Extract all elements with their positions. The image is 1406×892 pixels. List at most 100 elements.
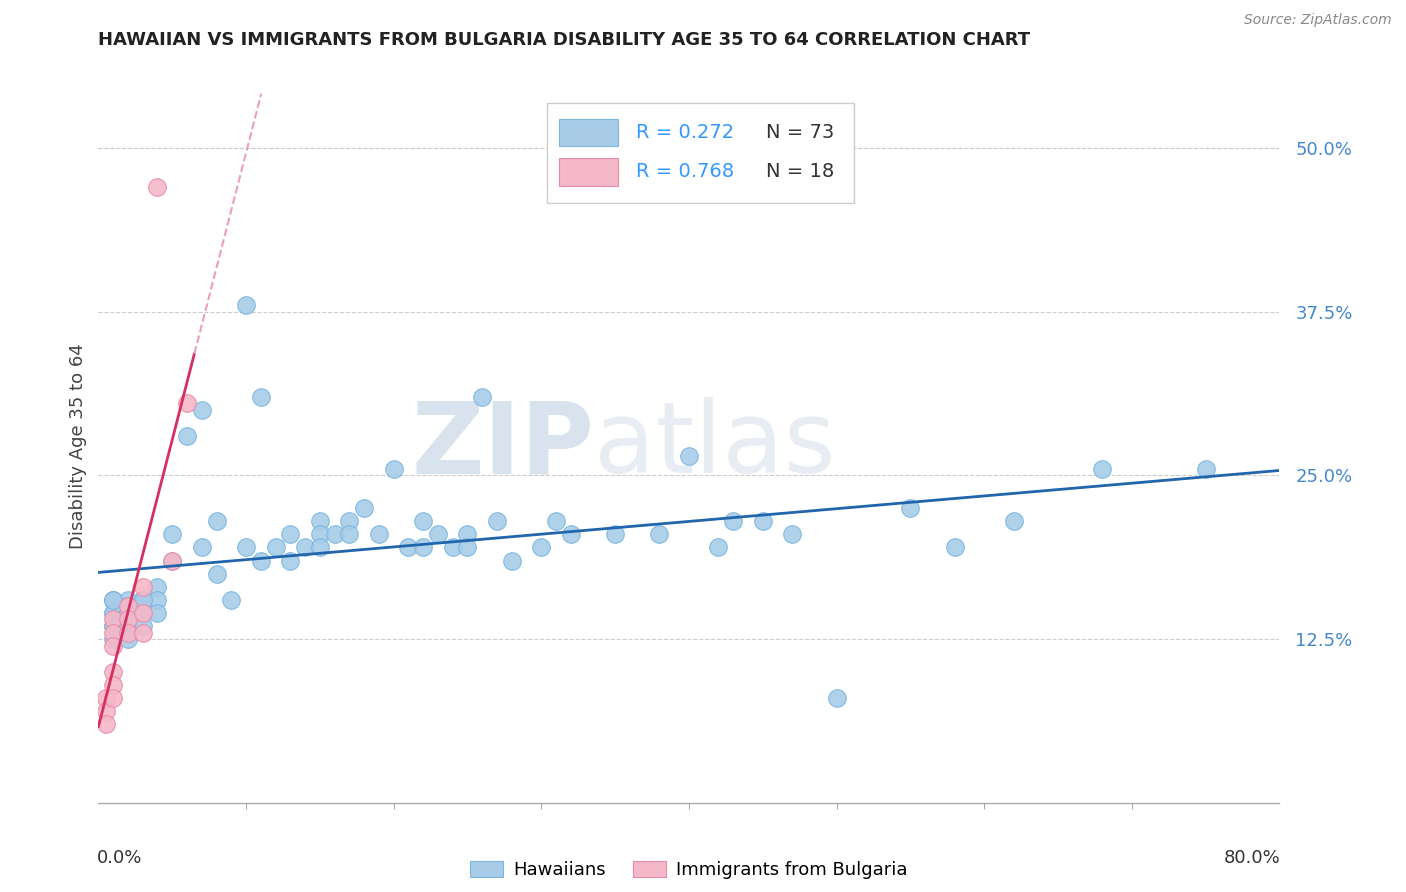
Point [103,612,125,626]
Point [250,553,273,567]
Point [294,541,316,555]
Point [146,580,169,594]
Point [205,566,228,581]
Text: 80.0%: 80.0% [1223,849,1281,867]
FancyBboxPatch shape [547,103,855,203]
Text: Source: ZipAtlas.com: Source: ZipAtlas.com [1244,13,1392,28]
Point [501,553,523,567]
Point [441,541,464,555]
Point [117,619,139,633]
Y-axis label: Disability Age 35 to 64: Disability Age 35 to 64 [69,343,87,549]
Point [117,612,139,626]
Point [1091,462,1114,476]
Point [782,527,804,541]
Bar [560,159,619,186]
Point [309,541,332,555]
Point [117,599,139,614]
Point [191,403,214,417]
Point [103,619,125,633]
Text: ZIP: ZIP [412,398,595,494]
Point [309,527,332,541]
Point [751,514,773,528]
Point [605,527,627,541]
Legend: Hawaiians, Immigrants from Bulgaria: Hawaiians, Immigrants from Bulgaria [463,854,915,887]
Point [103,592,125,607]
Point [278,527,302,541]
Point [721,514,744,528]
Point [103,606,125,620]
Point [94,691,117,706]
Point [353,501,375,516]
Point [176,429,198,443]
Point [235,298,257,312]
Point [456,527,478,541]
Point [368,527,391,541]
Point [132,592,155,607]
Point [103,639,125,653]
Point [560,527,582,541]
Text: R = 0.272: R = 0.272 [636,123,734,142]
Point [132,606,155,620]
Point [162,553,183,567]
Point [427,527,450,541]
Text: atlas: atlas [595,398,837,494]
Point [278,553,302,567]
Point [117,632,139,647]
Point [486,514,509,528]
Point [103,619,125,633]
Point [648,527,671,541]
Point [471,390,494,404]
Point [530,541,553,555]
Point [132,606,155,620]
Point [117,606,139,620]
Point [162,527,183,541]
Point [146,180,169,194]
Point [191,541,214,555]
Point [544,514,567,528]
Point [205,514,228,528]
Point [396,541,419,555]
Point [162,553,183,567]
Point [264,541,287,555]
Point [103,592,125,607]
Point [250,390,273,404]
Point [337,514,360,528]
Point [1002,514,1025,528]
Point [412,541,434,555]
Point [103,632,125,647]
Point [219,592,242,607]
Point [132,625,155,640]
Point [117,592,139,607]
Point [900,501,922,516]
Point [132,592,155,607]
Point [382,462,405,476]
Point [825,691,848,706]
Point [117,606,139,620]
Point [94,704,117,718]
Point [337,527,360,541]
Point [103,678,125,692]
Point [146,606,169,620]
Point [235,541,257,555]
Text: N = 73: N = 73 [766,123,834,142]
Point [176,396,198,410]
Point [117,625,139,640]
Text: N = 18: N = 18 [766,162,834,181]
Point [1195,462,1218,476]
Point [117,606,139,620]
Point [943,541,966,555]
Bar [560,120,619,146]
Point [456,541,478,555]
Point [146,592,169,607]
Text: R = 0.768: R = 0.768 [636,162,734,181]
Point [103,691,125,706]
Point [103,665,125,679]
Point [678,449,700,463]
Point [707,541,730,555]
Point [103,606,125,620]
Point [412,514,434,528]
Point [132,619,155,633]
Point [309,514,332,528]
Text: HAWAIIAN VS IMMIGRANTS FROM BULGARIA DISABILITY AGE 35 TO 64 CORRELATION CHART: HAWAIIAN VS IMMIGRANTS FROM BULGARIA DIS… [98,31,1031,49]
Point [103,592,125,607]
